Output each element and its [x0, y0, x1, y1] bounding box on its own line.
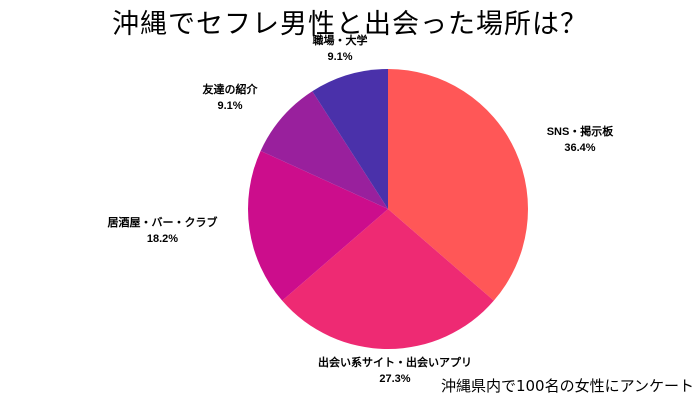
slice-label-sns: SNS・掲示板 36.4%: [546, 126, 614, 154]
pie-slice: [312, 69, 388, 209]
pie-slice: [282, 209, 494, 349]
pie-slice: [260, 91, 388, 209]
chart-title: 沖縄でセフレ男性と出会った場所は？: [112, 9, 588, 40]
slice-label-friend-intro: 友達の紹介 9.1%: [202, 84, 258, 112]
slice-label-bar-club: 居酒屋・バー・クラブ 18.2%: [107, 217, 218, 245]
slice-label-work-school: 職場・大学 9.1%: [312, 35, 368, 63]
pie-slice: [388, 69, 528, 301]
slice-label-dating-apps: 出会い系サイト・出会いアプリ 27.3%: [318, 357, 472, 385]
survey-note: 沖縄県内で100名の女性にアンケート: [440, 377, 694, 395]
pie-slice: [248, 150, 388, 301]
